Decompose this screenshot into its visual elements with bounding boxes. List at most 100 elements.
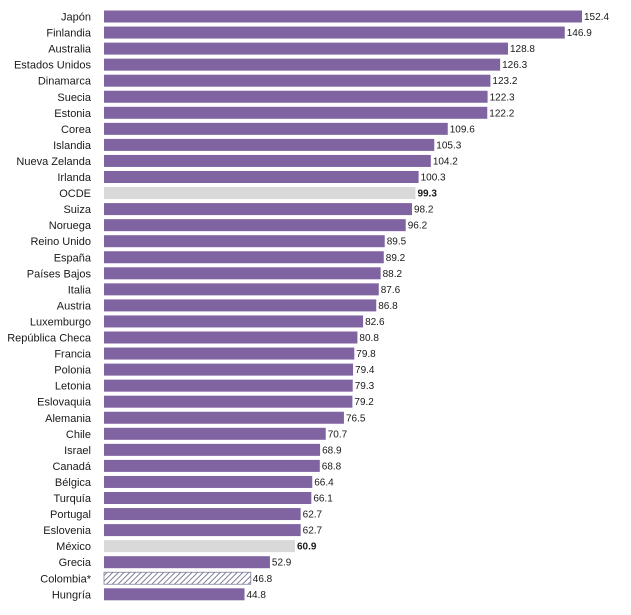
- bar-francia: [104, 347, 355, 360]
- category-label-turquia: Turquía: [53, 493, 91, 505]
- bar-mexico: [104, 540, 296, 553]
- value-label-australia: 128.8: [510, 44, 535, 55]
- bar-ocde: [104, 187, 416, 200]
- bars-layer: [103, 10, 582, 601]
- category-label-chile: Chile: [66, 429, 91, 441]
- category-label-colombia: Colombia*: [40, 573, 91, 585]
- bar-dinamarca: [104, 74, 491, 87]
- bar-alemania: [104, 411, 344, 424]
- category-label-nueva-zelanda: Nueva Zelanda: [16, 156, 91, 168]
- value-labels-layer: 152.4 146.9 128.8 126.3 123.2 122.3 122.2 109.6…: [247, 12, 610, 601]
- bar-austria: [104, 299, 377, 312]
- bar-italia: [104, 283, 379, 296]
- bar-noruega: [104, 219, 406, 232]
- category-label-austria: Austria: [57, 300, 92, 312]
- value-label-chile: 70.7: [328, 429, 348, 440]
- value-label-irlanda: 100.3: [421, 173, 446, 184]
- bar-republica-checa: [104, 331, 358, 344]
- category-label-francia: Francia: [54, 349, 92, 361]
- bar-portugal: [104, 508, 301, 521]
- value-label-suecia: 122.3: [490, 92, 515, 103]
- category-label-israel: Israel: [64, 445, 91, 457]
- value-label-canada: 68.8: [322, 461, 342, 472]
- bar-chile: [104, 427, 326, 440]
- value-label-corea: 109.6: [450, 124, 475, 135]
- category-label-corea: Corea: [61, 124, 92, 136]
- category-label-letonia: Letonia: [55, 381, 92, 393]
- bar-israel: [104, 443, 321, 456]
- category-label-finlandia: Finlandia: [46, 28, 92, 40]
- category-label-eslovenia: Eslovenia: [43, 525, 92, 537]
- value-label-portugal: 62.7: [303, 510, 323, 521]
- bar-australia: [104, 42, 508, 55]
- category-label-grecia: Grecia: [59, 557, 92, 569]
- category-label-estados-unidos: Estados Unidos: [14, 60, 92, 72]
- bar-japon: [104, 10, 582, 23]
- value-label-israel: 68.9: [322, 445, 342, 456]
- value-label-estados-unidos: 126.3: [502, 60, 527, 71]
- bar-turquia: [104, 492, 312, 504]
- category-label-suecia: Suecia: [57, 92, 92, 104]
- category-label-polonia: Polonia: [54, 365, 92, 377]
- value-label-japon: 152.4: [584, 12, 609, 23]
- bar-nueva-zelanda: [104, 154, 431, 167]
- bar-hungria: [104, 588, 245, 601]
- category-label-luxemburgo: Luxemburgo: [30, 316, 91, 328]
- category-label-portugal: Portugal: [50, 509, 91, 521]
- category-label-reino-unido: Reino Unido: [30, 236, 91, 248]
- category-label-paises-bajos: Países Bajos: [27, 268, 92, 280]
- bar-corea: [104, 122, 448, 135]
- value-label-belgica: 66.4: [314, 477, 334, 488]
- bar-irlanda: [104, 171, 419, 183]
- category-label-dinamarca: Dinamarca: [38, 76, 92, 88]
- value-label-eslovenia: 62.7: [303, 526, 323, 537]
- value-label-reino-unido: 89.5: [387, 237, 407, 248]
- value-label-luxemburgo: 82.6: [365, 317, 385, 328]
- category-label-espana: España: [54, 252, 92, 264]
- value-label-turquia: 66.1: [313, 494, 333, 505]
- bar-paises-bajos: [104, 267, 381, 280]
- bar-polonia: [104, 363, 354, 376]
- bar-espana: [104, 251, 384, 264]
- bar-finlandia: [104, 26, 565, 39]
- value-label-espana: 89.2: [386, 253, 406, 264]
- value-label-colombia: 46.8: [253, 574, 273, 585]
- value-label-letonia: 79.3: [355, 381, 375, 392]
- value-label-republica-checa: 80.8: [359, 333, 379, 344]
- bar-canada: [104, 459, 320, 472]
- value-label-dinamarca: 123.2: [492, 76, 517, 87]
- bar-estados-unidos: [104, 58, 501, 71]
- category-label-canada: Canadá: [52, 461, 91, 473]
- bar-reino-unido: [104, 235, 385, 248]
- category-label-italia: Italia: [68, 284, 92, 296]
- category-label-japon: Japón: [61, 12, 91, 24]
- category-label-hungria: Hungría: [52, 589, 92, 601]
- category-label-alemania: Alemania: [45, 413, 92, 425]
- bar-luxemburgo: [104, 315, 364, 328]
- value-label-ocde: 99.3: [417, 189, 437, 200]
- value-label-nueva-zelanda: 104.2: [433, 156, 458, 167]
- bar-islandia: [104, 138, 435, 151]
- value-label-noruega: 96.2: [408, 221, 428, 232]
- bar-grecia: [104, 556, 270, 569]
- value-label-eslovaquia: 79.2: [354, 397, 374, 408]
- category-label-islandia: Islandia: [53, 140, 92, 152]
- category-label-ocde: OCDE: [59, 188, 91, 200]
- value-label-estonia: 122.2: [489, 108, 514, 119]
- value-label-mexico: 60.9: [297, 542, 317, 553]
- value-label-grecia: 52.9: [272, 558, 292, 569]
- category-label-suiza: Suiza: [63, 204, 91, 216]
- category-label-mexico: México: [56, 541, 91, 553]
- category-label-irlanda: Irlanda: [57, 172, 92, 184]
- value-label-finlandia: 146.9: [567, 28, 592, 39]
- value-label-paises-bajos: 88.2: [383, 269, 403, 280]
- value-label-suiza: 98.2: [414, 205, 434, 216]
- category-label-estonia: Estonia: [54, 108, 92, 120]
- value-label-austria: 86.8: [378, 301, 398, 312]
- value-label-alemania: 76.5: [346, 413, 366, 424]
- bar-eslovaquia: [104, 395, 353, 408]
- category-label-belgica: Bélgica: [55, 477, 92, 489]
- category-label-noruega: Noruega: [49, 220, 92, 232]
